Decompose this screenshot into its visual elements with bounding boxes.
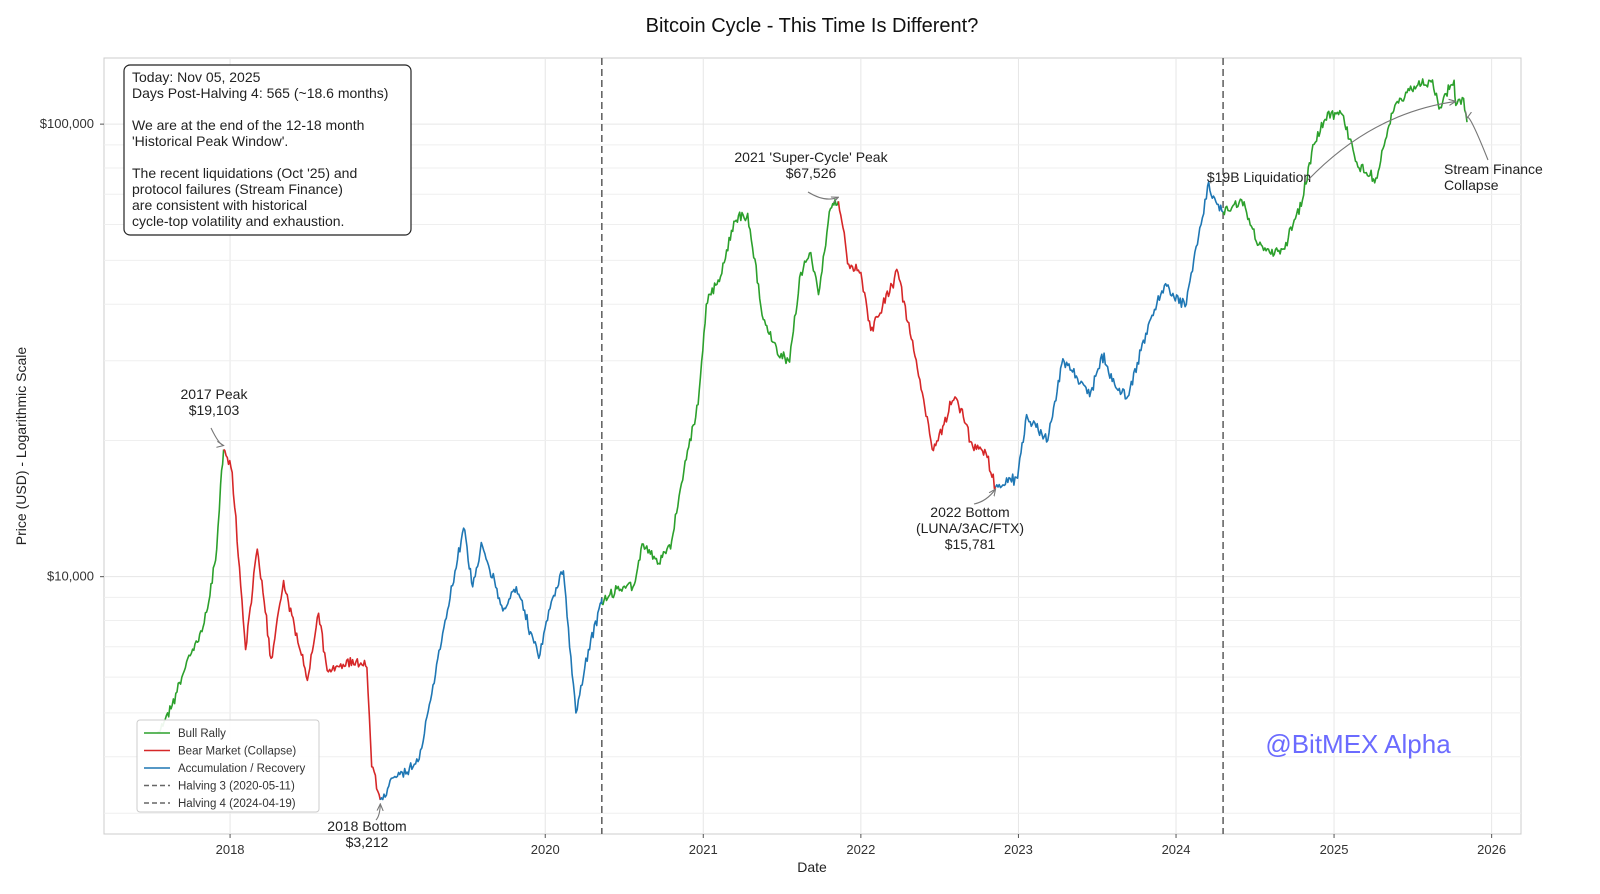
annotation-line: 2017 Peak (181, 386, 249, 402)
info-box-line: protocol failures (Stream Finance) (132, 181, 343, 197)
annotation-arrow (210, 427, 224, 446)
y-axis-label: Price (USD) - Logarithmic Scale (13, 347, 29, 546)
annotation-line: $19B Liquidation (1207, 169, 1311, 185)
x-tick-label: 2022 (846, 842, 875, 857)
chart-title: Bitcoin Cycle - This Time Is Different? (646, 15, 979, 37)
info-box-line: The recent liquidations (Oct '25) and (132, 165, 357, 181)
axes: 2018 2020 2021 2022 2023 2024 2025 2026 $10,000 $… (40, 116, 1506, 857)
x-tick-label: 2024 (1162, 842, 1191, 857)
x-tick-label: 2026 (1477, 842, 1506, 857)
info-box-line: cycle-top volatility and exhaustion. (132, 213, 344, 229)
series-line (156, 449, 225, 735)
x-tick-label: 2018 (216, 842, 245, 857)
legend-entry: Halving 4 (2024-04-19) (178, 798, 296, 810)
series-line (837, 201, 997, 490)
series-lines (156, 78, 1468, 801)
info-box-text: Today: Nov 05, 2025 Days Post-Halving 4: … (132, 69, 388, 229)
annotation-line: Collapse (1444, 177, 1499, 193)
annotation-line: 2022 Bottom (930, 504, 1009, 520)
legend-entry: Bear Market (Collapse) (178, 746, 296, 758)
annotation-arrow (375, 804, 380, 821)
info-box-line: are consistent with historical (132, 197, 307, 213)
legend-entry: Bull Rally (178, 728, 226, 740)
info-box: Today: Nov 05, 2025 Days Post-Halving 4: … (123, 64, 412, 236)
info-box-line: Today: Nov 05, 2025 (132, 69, 261, 85)
x-tick-label: 2020 (531, 842, 560, 857)
annotation-line: $15,781 (945, 536, 996, 552)
y-tick-label: $10,000 (47, 569, 94, 584)
legend-entry: Halving 3 (2020-05-11) (178, 781, 295, 793)
annotation-arrow (1467, 117, 1489, 161)
series-line (994, 180, 1224, 489)
y-tick-label: $100,000 (40, 116, 94, 131)
info-box-line: Days Post-Halving 4: 565 (~18.6 months) (132, 85, 388, 101)
info-box-line: We are at the end of the 12-18 month (132, 117, 364, 133)
annotation-line: $19,103 (189, 402, 240, 418)
annotation-label: 2017 Peak $19,103 (181, 386, 249, 418)
annotation-arrow (1307, 101, 1456, 181)
info-box-line: 'Historical Peak Window'. (132, 133, 288, 149)
annotation-label: 2018 Bottom $3,212 (327, 818, 406, 850)
legend-entry: Accumulation / Recovery (178, 763, 305, 775)
info-box-frame (123, 64, 412, 236)
series-line (601, 199, 840, 606)
annotation-line: Stream Finance (1444, 161, 1543, 177)
halving-lines (601, 58, 1224, 834)
legend: Bull Rally Bear Market (Collapse) Accumula… (136, 719, 320, 813)
legend-frame (136, 719, 320, 813)
annotation-line: $3,212 (346, 834, 389, 850)
watermark: @BitMEX Alpha (1265, 729, 1451, 759)
series-line (223, 448, 382, 801)
info-box-line (132, 149, 136, 165)
x-tick-label: 2023 (1004, 842, 1033, 857)
x-axis-label: Date (797, 859, 827, 875)
series-line (1222, 78, 1468, 257)
annotation-label: 2021 'Super-Cycle' Peak $67,526 (734, 149, 888, 181)
annotation-line: 2021 'Super-Cycle' Peak (734, 149, 888, 165)
series-line (379, 527, 603, 801)
annotation-label: Stream Finance Collapse (1444, 161, 1543, 193)
annotation-line: 2018 Bottom (327, 818, 406, 834)
annotation-arrow (807, 191, 838, 199)
x-tick-label: 2021 (689, 842, 718, 857)
annotation-line: (LUNA/3AC/FTX) (916, 520, 1024, 536)
annotation-line: $67,526 (786, 165, 837, 181)
x-tick-label: 2025 (1320, 842, 1349, 857)
info-box-line (132, 101, 136, 117)
annotation-label: $19B Liquidation (1207, 169, 1311, 185)
annotations: 2017 Peak $19,103 2018 Bottom $3,212 2021 'S… (181, 101, 1543, 850)
annotation-label: 2022 Bottom (LUNA/3AC/FTX) $15,781 (916, 504, 1024, 552)
annotation-arrow (973, 489, 996, 505)
